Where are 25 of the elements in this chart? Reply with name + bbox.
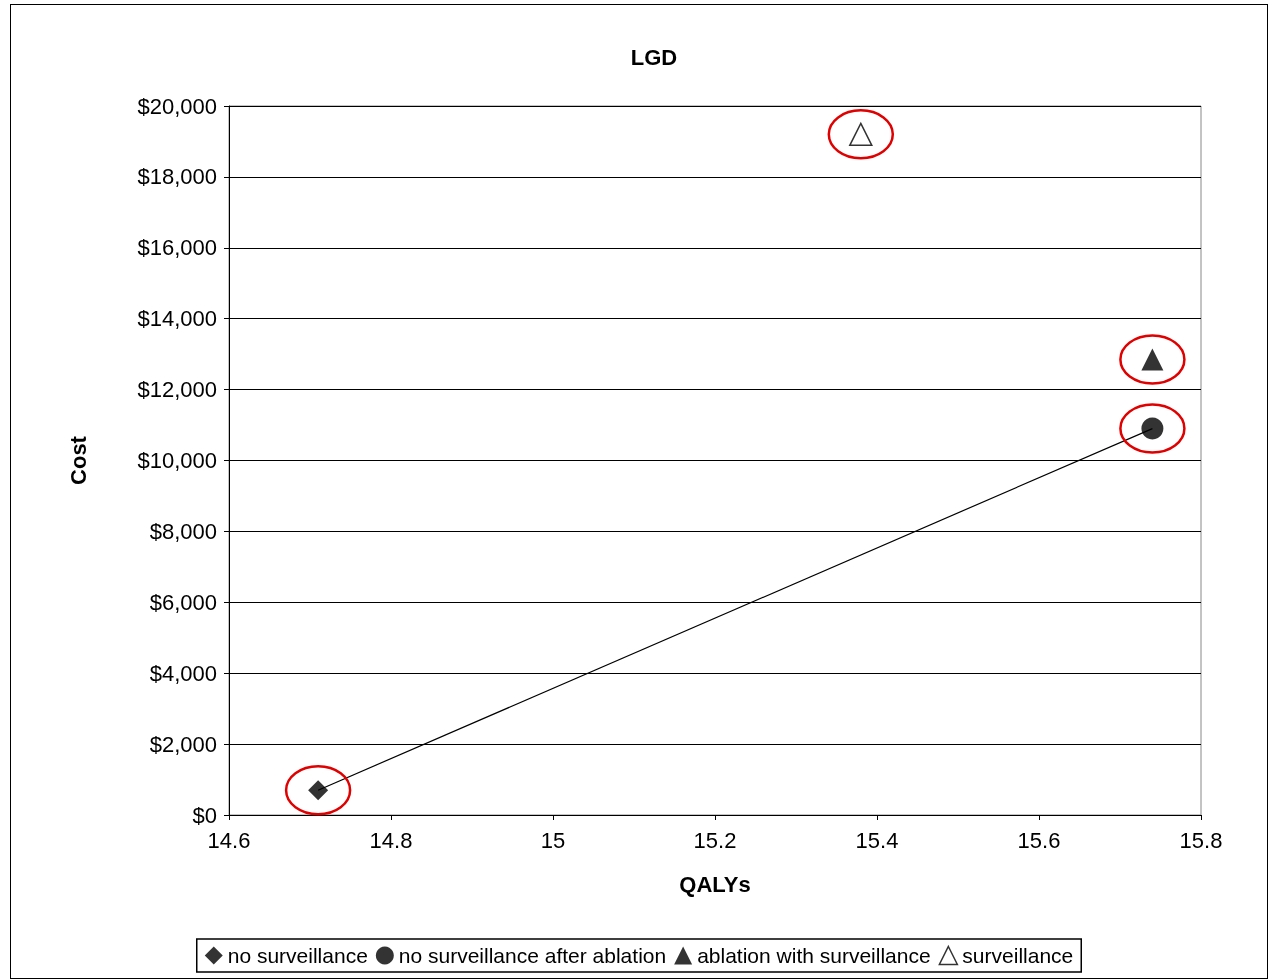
y-tick-label: $0 [192, 802, 217, 828]
y-tick-label: $10,000 [137, 448, 217, 473]
x-tick-label: 15.8 [1179, 827, 1223, 853]
legend-label: ablation with surveillance [697, 944, 931, 967]
y-tick-label: $14,000 [137, 306, 217, 332]
y-tick-label: $6,000 [149, 589, 217, 615]
chart-title: LGD [630, 44, 678, 70]
y-tick-label: $8,000 [149, 518, 217, 544]
y-tick-label: $12,000 [137, 377, 217, 403]
x-tick-label: 14.8 [369, 827, 413, 853]
x-axis-title: QALYs [679, 871, 751, 897]
y-axis-title: Cost [65, 435, 91, 485]
y-tick-label: $2,000 [149, 731, 217, 757]
legend-label: surveillance [962, 944, 1074, 967]
x-tick-label: 15.6 [1017, 827, 1061, 853]
y-tick-label: $4,000 [149, 660, 217, 686]
x-tick-label: 15 [540, 827, 566, 853]
y-tick-label: $20,000 [137, 93, 217, 119]
x-tick-label: 15.4 [855, 827, 899, 853]
legend-label: no surveillance [227, 944, 368, 967]
legend-label: no surveillance after ablation [398, 944, 667, 967]
x-tick-label: 14.6 [207, 827, 251, 853]
x-tick-label: 15.2 [693, 827, 737, 853]
y-tick-label: $16,000 [137, 235, 217, 261]
y-tick-label: $18,000 [137, 164, 217, 190]
